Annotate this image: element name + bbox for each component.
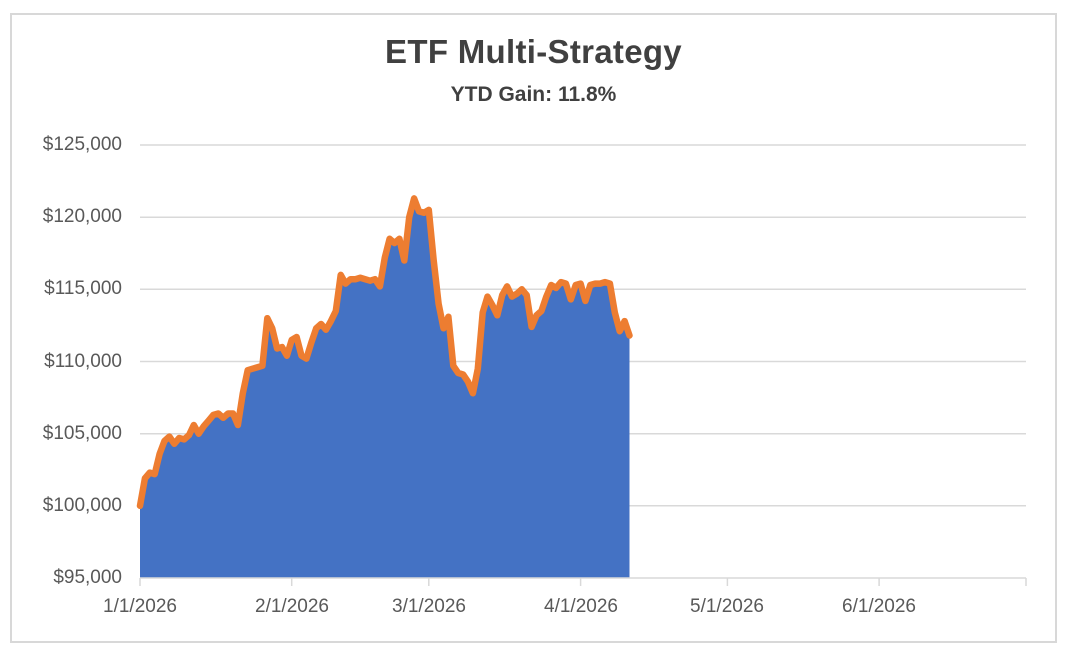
line-series (136, 195, 633, 510)
chart-title: ETF Multi-Strategy (385, 33, 682, 70)
chart-subtitle: YTD Gain: 11.8% (450, 83, 617, 106)
